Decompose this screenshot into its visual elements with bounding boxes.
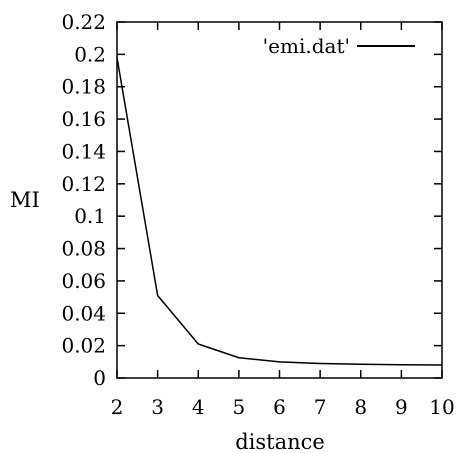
y-tick-label: 0.06	[61, 269, 106, 293]
y-tick-label: 0.2	[74, 42, 106, 66]
x-tick-label: 8	[354, 395, 367, 419]
x-tick-label: 7	[314, 395, 327, 419]
x-axis: 2 3 4 5 6 7 8 9 10	[111, 22, 455, 419]
x-axis-label: distance	[235, 430, 325, 453]
x-tick-label: 9	[395, 395, 408, 419]
y-tick-label: 0.12	[61, 172, 106, 196]
y-tick-label: 0	[93, 366, 106, 390]
x-tick-label: 3	[151, 395, 164, 419]
y-tick-label: 0.18	[61, 75, 106, 99]
x-tick-label: 5	[233, 395, 246, 419]
x-tick-label: 4	[192, 395, 205, 419]
x-tick-label: 6	[273, 395, 286, 419]
y-tick-label: 0.16	[61, 107, 106, 131]
y-tick-label: 0.02	[61, 334, 106, 358]
y-axis-label: MI	[10, 188, 40, 212]
y-axis: 0 0.02 0.04 0.06 0.08 0.1 0.12 0.14 0.16 0.18 0.2 0…	[61, 10, 442, 390]
series-layer	[116, 57, 443, 366]
legend-label: 'emi.dat'	[263, 34, 350, 58]
y-tick-label: 0.04	[61, 301, 106, 325]
series-line	[116, 57, 443, 366]
x-tick-label: 2	[111, 395, 124, 419]
legend: 'emi.dat'	[263, 34, 415, 58]
y-tick-label: 0.14	[61, 139, 106, 163]
y-tick-label: 0.1	[74, 204, 106, 228]
x-tick-label: 10	[429, 395, 454, 419]
plot-frame	[116, 21, 443, 379]
y-tick-label: 0.22	[61, 10, 106, 34]
y-tick-label: 0.08	[61, 237, 106, 261]
